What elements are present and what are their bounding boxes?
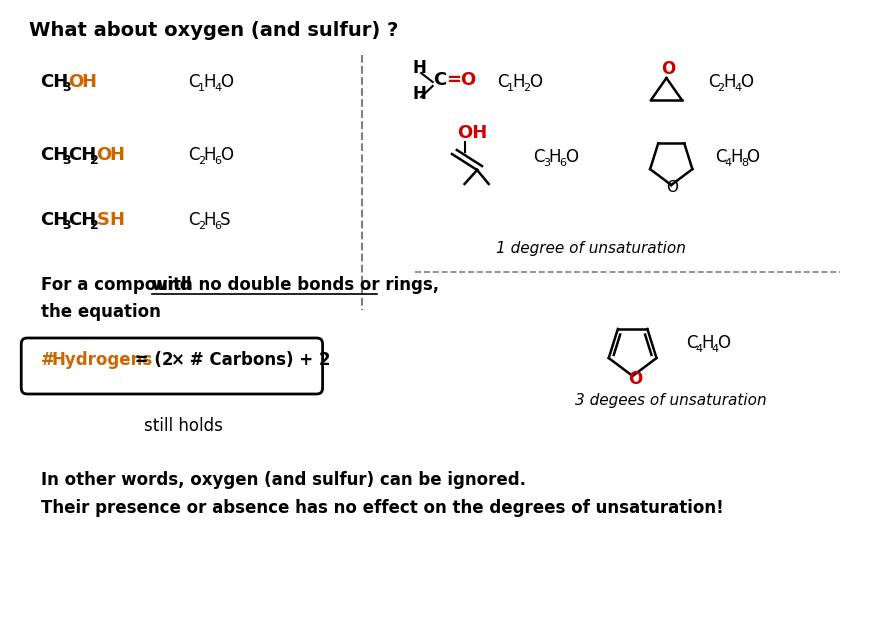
Text: O: O [69,73,84,91]
Text: 3: 3 [62,219,71,232]
Text: 2: 2 [718,83,725,93]
Text: O: O [718,334,730,352]
Text: H: H [204,73,217,91]
Text: C: C [188,211,200,229]
Text: S: S [220,211,231,229]
Text: 2: 2 [90,154,99,167]
Text: CH: CH [41,73,69,91]
Text: C: C [708,73,720,91]
Text: 6: 6 [560,158,567,168]
Text: H: H [513,73,525,91]
Text: H: H [413,85,426,103]
Text: 4: 4 [712,344,719,354]
Text: = (2: = (2 [129,351,179,369]
Text: C: C [686,334,697,352]
Text: 4: 4 [696,344,703,354]
Text: H: H [730,148,743,166]
Text: C: C [188,73,200,91]
Text: H: H [81,73,96,91]
Text: O: O [747,148,759,166]
Text: 4: 4 [734,83,741,93]
Text: C: C [715,148,727,166]
Text: 2: 2 [198,156,205,166]
Text: ×: × [171,351,185,369]
Text: CH: CH [69,211,97,229]
Text: H: H [204,211,217,229]
Text: 4: 4 [724,158,731,168]
Text: C: C [432,71,446,89]
Text: O: O [661,60,676,78]
Text: 1: 1 [198,83,205,93]
Text: H: H [549,148,561,166]
Text: O: O [220,73,233,91]
Text: 4: 4 [215,83,222,93]
Text: O: O [667,180,678,195]
Text: 3: 3 [62,154,71,167]
Text: still holds: still holds [144,417,223,435]
Text: 2: 2 [198,221,205,231]
Text: C: C [498,73,509,91]
Text: the equation: the equation [41,303,160,321]
Text: S: S [96,211,110,229]
Text: Their presence or absence has no effect on the degrees of unsaturation!: Their presence or absence has no effect … [41,499,723,517]
Text: 3: 3 [62,81,71,94]
Text: O: O [740,73,753,91]
Text: CH: CH [41,146,69,164]
Text: For a compound: For a compound [41,276,197,294]
Text: 1 degree of unsaturation: 1 degree of unsaturation [496,241,686,255]
Text: H: H [204,146,217,164]
Text: 3: 3 [543,158,550,168]
Text: C: C [188,146,200,164]
Text: with no double bonds or rings,: with no double bonds or rings, [152,276,438,294]
Text: O: O [565,148,578,166]
Text: In other words, oxygen (and sulfur) can be ignored.: In other words, oxygen (and sulfur) can … [41,471,526,489]
Text: #: # [41,351,55,369]
Text: H: H [109,211,124,229]
Text: H: H [109,146,124,164]
FancyBboxPatch shape [21,338,323,394]
Text: O: O [96,146,112,164]
Text: H: H [701,334,713,352]
Text: H: H [723,73,735,91]
Text: 1: 1 [507,83,514,93]
Text: CH: CH [41,211,69,229]
Text: 2: 2 [523,83,530,93]
Text: H: H [413,59,426,77]
Text: Hydrogens: Hydrogens [51,351,152,369]
Text: C: C [533,148,545,166]
Text: OH: OH [457,124,487,142]
Text: 6: 6 [215,221,221,231]
Text: O: O [628,370,642,388]
Text: 8: 8 [741,158,748,168]
Text: CH: CH [69,146,97,164]
Text: # Carbons) + 2: # Carbons) + 2 [184,351,330,369]
Text: What about oxygen (and sulfur) ?: What about oxygen (and sulfur) ? [29,20,399,40]
Text: O: O [530,73,542,91]
Text: 6: 6 [215,156,221,166]
Text: 2: 2 [90,219,99,232]
Text: 3 degees of unsaturation: 3 degees of unsaturation [575,392,767,408]
Text: =O: =O [446,71,476,89]
Text: O: O [220,146,233,164]
